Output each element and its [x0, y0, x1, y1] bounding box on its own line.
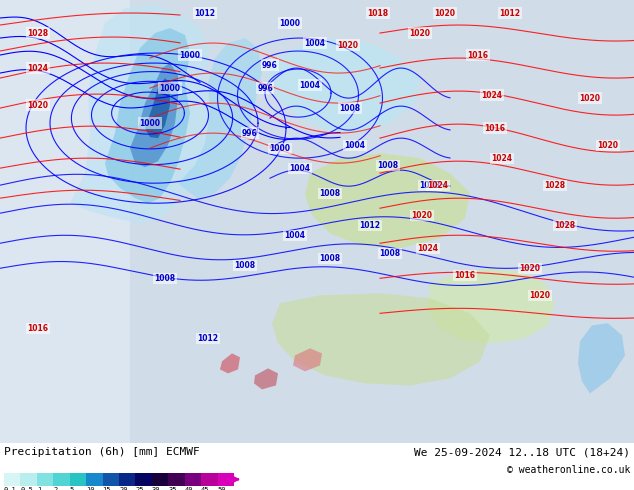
- Bar: [217, 473, 234, 486]
- Text: 1028: 1028: [545, 181, 566, 190]
- Text: 996: 996: [262, 61, 278, 70]
- Text: 1012: 1012: [359, 220, 380, 230]
- Text: 1020: 1020: [411, 211, 432, 220]
- Text: 25: 25: [136, 487, 144, 490]
- Bar: [37, 473, 53, 486]
- Text: 1016: 1016: [484, 123, 505, 133]
- Text: 1004: 1004: [304, 39, 325, 48]
- Polygon shape: [130, 63, 178, 167]
- Text: 50: 50: [217, 487, 226, 490]
- Bar: [0, 0, 130, 443]
- Text: 2: 2: [53, 487, 58, 490]
- Polygon shape: [70, 5, 210, 223]
- Polygon shape: [578, 323, 625, 393]
- Text: 5: 5: [70, 487, 74, 490]
- Text: 1004: 1004: [290, 164, 311, 172]
- Text: 1028: 1028: [555, 220, 576, 230]
- Bar: [70, 473, 86, 486]
- Polygon shape: [268, 38, 420, 133]
- Text: 1020: 1020: [519, 264, 541, 273]
- Text: 30: 30: [152, 487, 160, 490]
- Text: 1004: 1004: [299, 80, 321, 90]
- Text: 1020: 1020: [529, 291, 550, 300]
- Text: 35: 35: [168, 487, 177, 490]
- Bar: [119, 473, 136, 486]
- Polygon shape: [428, 268, 555, 343]
- Text: 1012: 1012: [198, 334, 219, 343]
- Text: 1016: 1016: [455, 271, 476, 280]
- Text: 15: 15: [103, 487, 111, 490]
- Bar: [168, 473, 184, 486]
- Text: 1020: 1020: [410, 28, 430, 38]
- Text: 1000: 1000: [269, 144, 290, 153]
- Text: 1024: 1024: [418, 244, 439, 253]
- Text: We 25-09-2024 12..18 UTC (18+24): We 25-09-2024 12..18 UTC (18+24): [414, 447, 630, 458]
- Text: 1020: 1020: [579, 94, 600, 102]
- Text: 996: 996: [242, 129, 258, 138]
- Polygon shape: [293, 348, 322, 371]
- Text: 1008: 1008: [320, 189, 340, 197]
- Text: 1000: 1000: [160, 84, 181, 93]
- Text: © weatheronline.co.uk: © weatheronline.co.uk: [507, 465, 630, 475]
- Text: 1016: 1016: [27, 324, 48, 333]
- Text: 1008: 1008: [235, 261, 256, 270]
- Text: 1012: 1012: [195, 8, 216, 18]
- Text: 1008: 1008: [339, 103, 361, 113]
- Text: 45: 45: [201, 487, 210, 490]
- Bar: [136, 473, 152, 486]
- Text: 1024: 1024: [27, 64, 48, 73]
- Text: 1: 1: [37, 487, 41, 490]
- Text: 1016: 1016: [467, 50, 489, 60]
- Text: 1024: 1024: [427, 181, 448, 190]
- Text: 20: 20: [119, 487, 127, 490]
- Text: 1004: 1004: [285, 231, 306, 240]
- Text: 1020: 1020: [27, 100, 48, 110]
- Text: 1012: 1012: [500, 8, 521, 18]
- Bar: [152, 473, 168, 486]
- Polygon shape: [254, 368, 278, 390]
- Text: Precipitation (6h) [mm] ECMWF: Precipitation (6h) [mm] ECMWF: [4, 447, 200, 458]
- Text: 1000: 1000: [280, 19, 301, 27]
- Polygon shape: [305, 153, 470, 248]
- Polygon shape: [220, 353, 240, 373]
- Text: 0.1: 0.1: [4, 487, 16, 490]
- Text: 1008: 1008: [155, 274, 176, 283]
- Bar: [103, 473, 119, 486]
- Text: 1018: 1018: [368, 8, 389, 18]
- Text: 1020: 1020: [597, 141, 619, 149]
- Polygon shape: [145, 78, 170, 138]
- Polygon shape: [272, 294, 490, 386]
- Text: 1008: 1008: [377, 161, 399, 170]
- Text: 0.5: 0.5: [20, 487, 33, 490]
- Text: 1024: 1024: [491, 154, 512, 163]
- Text: 1024: 1024: [481, 91, 503, 99]
- Bar: [86, 473, 103, 486]
- Text: 1000: 1000: [139, 119, 160, 127]
- Text: 1008: 1008: [379, 249, 401, 258]
- Text: 1008: 1008: [320, 254, 340, 263]
- Text: 40: 40: [184, 487, 193, 490]
- Text: 10: 10: [86, 487, 94, 490]
- Polygon shape: [105, 28, 190, 203]
- Bar: [20, 473, 37, 486]
- Bar: [53, 473, 70, 486]
- Text: 1004: 1004: [344, 141, 365, 149]
- Bar: [4, 473, 20, 486]
- Text: 1028: 1028: [27, 28, 49, 38]
- Bar: [201, 473, 217, 486]
- Bar: [184, 473, 201, 486]
- Polygon shape: [178, 38, 262, 199]
- Text: 1000: 1000: [179, 50, 200, 60]
- Text: 1020: 1020: [434, 8, 455, 18]
- Text: 1008: 1008: [420, 181, 441, 190]
- Text: 996: 996: [257, 84, 273, 93]
- Text: 1020: 1020: [337, 41, 358, 49]
